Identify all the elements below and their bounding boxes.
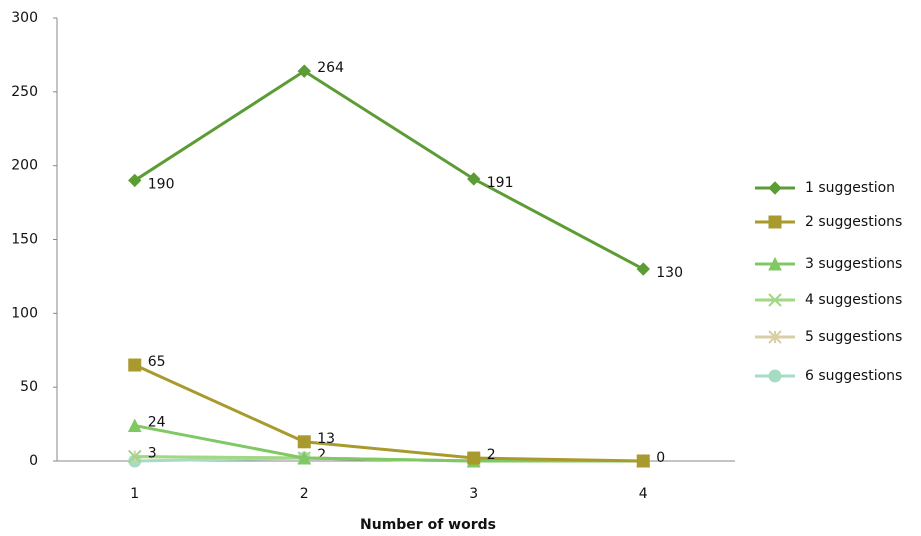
y-tick-label: 200 <box>11 158 38 174</box>
y-tick-label: 150 <box>11 232 38 248</box>
data-label: 2 <box>487 447 496 463</box>
data-label: 264 <box>317 60 344 76</box>
legend-label: 2 suggestions <box>805 214 902 230</box>
marker <box>127 418 142 433</box>
y-tick-label: 100 <box>11 305 38 321</box>
data-label: 13 <box>317 431 335 447</box>
marker <box>297 435 311 449</box>
y-tick-label: 250 <box>11 84 38 100</box>
data-label: 3 <box>148 446 157 462</box>
marker <box>636 262 650 276</box>
marker <box>467 451 481 465</box>
legend-label: 3 suggestions <box>805 256 902 272</box>
marker <box>768 293 782 307</box>
data-label: 65 <box>148 354 166 370</box>
data-label: 2 <box>317 447 326 463</box>
x-axis-title: Number of words <box>360 517 496 533</box>
data-label: 190 <box>148 176 175 192</box>
marker <box>128 449 142 464</box>
series-line <box>133 69 644 271</box>
legend-label: 1 suggestion <box>805 180 895 196</box>
marker <box>128 358 142 372</box>
y-tick-label: 300 <box>11 10 38 26</box>
data-label: 130 <box>656 265 683 281</box>
marker <box>467 172 481 186</box>
y-tick-label: 0 <box>29 453 38 469</box>
marker <box>297 450 312 465</box>
marker <box>768 256 782 271</box>
x-tick-label: 4 <box>639 486 648 502</box>
data-label: 0 <box>656 450 665 466</box>
series-line <box>134 363 644 463</box>
series-line <box>134 424 644 463</box>
marker <box>636 454 650 468</box>
legend-label: 6 suggestions <box>805 368 902 384</box>
x-tick-label: 2 <box>300 486 309 502</box>
y-tick-label: 50 <box>20 379 38 395</box>
marker <box>768 369 782 383</box>
legend-label: 5 suggestions <box>805 329 902 345</box>
data-label: 24 <box>148 415 166 431</box>
marker <box>297 64 311 78</box>
marker <box>768 215 782 229</box>
x-tick-label: 1 <box>130 486 139 502</box>
x-tick-label: 3 <box>469 486 478 502</box>
legend-label: 4 suggestions <box>805 292 902 308</box>
marker <box>768 330 782 344</box>
marker <box>768 181 782 195</box>
marker <box>128 173 142 188</box>
data-label: 191 <box>487 175 514 191</box>
